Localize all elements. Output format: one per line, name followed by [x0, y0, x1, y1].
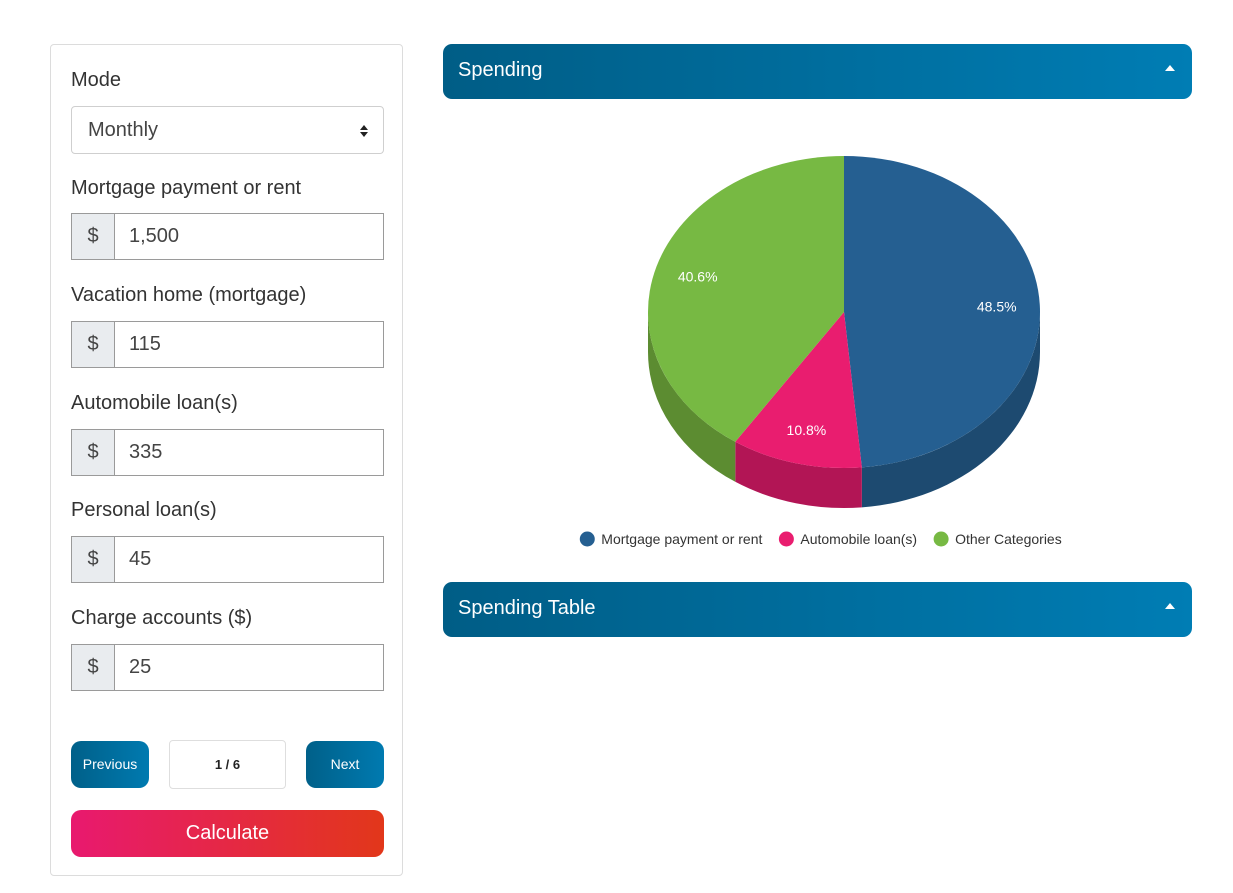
automobile-loan-input-group: $ 335: [71, 429, 384, 476]
calculate-button[interactable]: Calculate: [71, 810, 384, 857]
pie-slice-automobile-loan-s[interactable]: [735, 312, 862, 468]
vacation-home-input-group: $ 115: [71, 321, 384, 368]
sort-arrows-icon: [360, 125, 368, 137]
currency-addon: $: [72, 322, 115, 367]
legend-label: Mortgage payment or rent: [601, 531, 762, 547]
pie-slice-mortgage-payment-or-rent[interactable]: [844, 156, 1040, 468]
legend-marker: [778, 531, 794, 547]
mode-select-value: Monthly: [88, 119, 159, 141]
legend-item-automobile-loan-s[interactable]: Automobile loan(s): [778, 531, 917, 547]
next-button[interactable]: Next: [306, 741, 384, 788]
personal-loan-input-group: $ 45: [71, 536, 384, 583]
vacation-home-input[interactable]: 115: [129, 333, 161, 355]
currency-addon: $: [72, 214, 115, 259]
input-panel: Mode Monthly Mortgage payment or rent $ …: [50, 44, 403, 876]
pie-side-mortgage-payment-or-rent: [861, 312, 1040, 508]
legend-label: Other Categories: [955, 531, 1062, 547]
automobile-loan-label: Automobile loan(s): [71, 392, 238, 414]
mortgage-input-group: $ 1,500: [71, 213, 384, 260]
charge-accounts-input-group: $ 25: [71, 644, 384, 691]
legend-marker: [579, 531, 595, 547]
mode-label: Mode: [71, 69, 122, 91]
charge-accounts-label: Charge accounts ($): [71, 607, 253, 629]
spending-section-header[interactable]: Spending: [443, 44, 1192, 99]
pie-side-other-categories: [648, 312, 736, 482]
personal-loan-input[interactable]: 45: [129, 548, 152, 570]
spending-section-title: Spending: [458, 59, 543, 81]
caret-up-icon[interactable]: [1164, 64, 1176, 72]
pie-data-label: 48.5%: [977, 298, 1017, 314]
pie-side-automobile-loan-s: [735, 441, 862, 508]
mortgage-input[interactable]: 1,500: [129, 225, 180, 247]
automobile-loan-input[interactable]: 335: [129, 441, 163, 463]
legend-label: Automobile loan(s): [800, 531, 917, 547]
legend-marker: [933, 531, 949, 547]
pie-data-label: 40.6%: [678, 269, 718, 285]
spending-table-section-title: Spending Table: [458, 597, 596, 619]
vacation-home-label: Vacation home (mortgage): [71, 284, 307, 306]
page-indicator: 1 / 6: [169, 740, 286, 789]
pie-data-label: 10.8%: [787, 422, 827, 438]
pie-slice-other-categories[interactable]: [648, 156, 844, 442]
currency-addon: $: [72, 537, 115, 582]
personal-loan-label: Personal loan(s): [71, 499, 217, 521]
mortgage-label: Mortgage payment or rent: [71, 177, 302, 199]
charge-accounts-input[interactable]: 25: [129, 656, 152, 678]
currency-addon: $: [72, 430, 115, 475]
previous-button[interactable]: Previous: [71, 741, 149, 788]
currency-addon: $: [72, 645, 115, 690]
mode-select[interactable]: Monthly: [71, 106, 384, 154]
legend-item-mortgage-payment-or-rent[interactable]: Mortgage payment or rent: [579, 531, 763, 547]
legend-item-other-categories[interactable]: Other Categories: [933, 531, 1062, 547]
chart-legend: Mortgage payment or rent Automobile loan(…: [579, 531, 1062, 547]
spending-table-section-header[interactable]: Spending Table: [443, 582, 1192, 637]
spending-pie-chart: 48.5% 10.8% 40.6% Mortgage payment or rent A…: [579, 156, 1062, 547]
caret-up-icon[interactable]: [1164, 602, 1176, 610]
